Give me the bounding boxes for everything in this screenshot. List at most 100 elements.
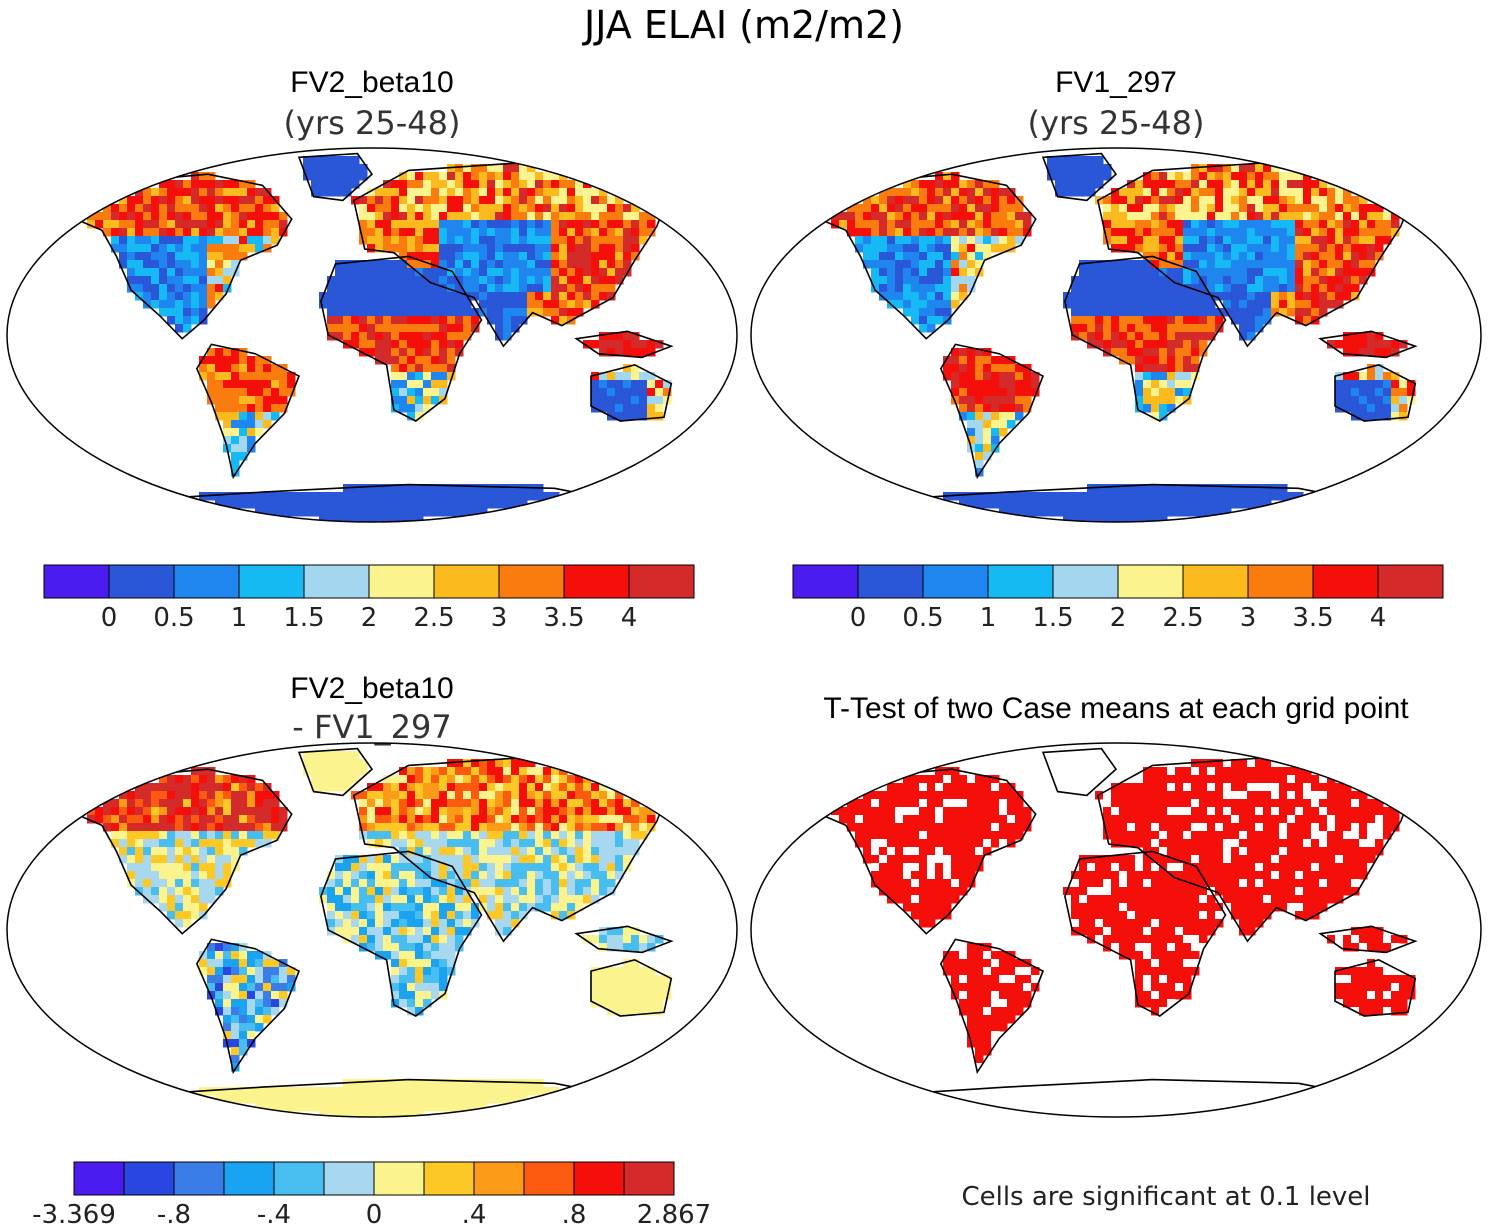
grid-cell — [383, 1095, 392, 1104]
grid-cell — [463, 180, 472, 189]
grid-cell — [175, 324, 184, 333]
grid-cell — [415, 903, 424, 912]
grid-cell — [487, 799, 496, 808]
grid-cell — [439, 220, 448, 229]
grid-cell — [1095, 268, 1104, 277]
grid-cell — [359, 807, 368, 816]
grid-cell — [199, 903, 208, 912]
grid-cell — [1167, 268, 1176, 277]
grid-cell — [1295, 316, 1304, 325]
grid-cell — [503, 839, 512, 848]
grid-cell — [1103, 260, 1112, 269]
grid-cell — [271, 799, 280, 808]
grid-cell — [231, 1087, 240, 1096]
grid-cell — [991, 420, 1000, 429]
grid-cell — [935, 260, 944, 269]
grid-cell — [1319, 783, 1328, 792]
grid-cell — [863, 204, 872, 213]
grid-cell — [1199, 807, 1208, 816]
grid-cell — [1183, 292, 1192, 301]
grid-cell — [839, 807, 848, 816]
grid-cell — [1279, 236, 1288, 245]
grid-cell — [567, 895, 576, 904]
grid-cell — [231, 348, 240, 357]
grid-cell — [367, 244, 376, 253]
grid-cell — [447, 340, 456, 349]
grid-cell — [1111, 236, 1120, 245]
grid-cell — [1271, 847, 1280, 856]
grid-cell — [359, 204, 368, 213]
grid-cell — [599, 340, 608, 349]
grid-cell — [231, 1031, 240, 1040]
grid-cell — [335, 268, 344, 277]
grid-cell — [607, 839, 616, 848]
grid-cell — [511, 887, 520, 896]
grid-cell — [391, 975, 400, 984]
grid-cell — [399, 911, 408, 920]
grid-cell — [599, 348, 608, 357]
grid-cell — [359, 228, 368, 237]
grid-cell — [567, 831, 576, 840]
grid-cell — [279, 212, 288, 221]
grid-cell — [367, 516, 376, 522]
grid-cell — [223, 1095, 232, 1104]
grid-cell — [1111, 508, 1120, 517]
grid-cell — [1135, 396, 1144, 405]
grid-cell — [967, 252, 976, 261]
grid-cell — [1287, 823, 1296, 832]
grid-cell — [567, 276, 576, 285]
grid-cell — [1255, 807, 1264, 816]
grid-cell — [983, 823, 992, 832]
grid-cell — [1303, 260, 1312, 269]
grid-cell — [255, 420, 264, 429]
grid-cell — [255, 823, 264, 832]
grid-cell — [215, 284, 224, 293]
grid-cell — [199, 775, 208, 784]
grid-cell — [1175, 807, 1184, 816]
grid-cell — [1375, 212, 1384, 221]
grid-cell — [1167, 356, 1176, 365]
grid-cell — [327, 759, 336, 768]
grid-cell — [887, 863, 896, 872]
grid-cell — [487, 228, 496, 237]
grid-cell — [479, 188, 488, 197]
grid-cell — [1231, 847, 1240, 856]
grid-cell — [455, 492, 464, 501]
grid-cell — [591, 807, 600, 816]
grid-cell — [1367, 831, 1376, 840]
grid-cell — [999, 807, 1008, 816]
grid-cell — [1223, 767, 1232, 776]
grid-cell — [239, 388, 248, 397]
grid-cell — [535, 775, 544, 784]
grid-cell — [167, 292, 176, 301]
grid-cell — [199, 188, 208, 197]
grid-cell — [999, 799, 1008, 808]
grid-cell — [399, 244, 408, 253]
grid-cell — [383, 348, 392, 357]
grid-cell — [335, 300, 344, 309]
grid-cell — [111, 815, 120, 824]
grid-cell — [391, 484, 400, 493]
grid-cell — [191, 316, 200, 325]
grid-cell — [167, 807, 176, 816]
grid-cell — [487, 308, 496, 317]
grid-cell — [1023, 508, 1032, 517]
grid-cell — [263, 967, 272, 976]
grid-cell — [511, 855, 520, 864]
grid-cell — [1159, 188, 1168, 197]
grid-cell — [431, 348, 440, 357]
grid-cell — [351, 903, 360, 912]
grid-cell — [1119, 276, 1128, 285]
grid-cell — [1287, 260, 1296, 269]
grid-cell — [863, 807, 872, 816]
grid-cell — [1119, 204, 1128, 213]
grid-cell — [1383, 348, 1392, 357]
grid-cell — [903, 308, 912, 317]
grid-cell — [439, 935, 448, 944]
grid-cell — [1175, 791, 1184, 800]
grid-cell — [1159, 412, 1168, 421]
grid-cell — [335, 871, 344, 880]
grid-cell — [407, 324, 416, 333]
grid-cell — [1207, 863, 1216, 872]
grid-cell — [231, 252, 240, 261]
